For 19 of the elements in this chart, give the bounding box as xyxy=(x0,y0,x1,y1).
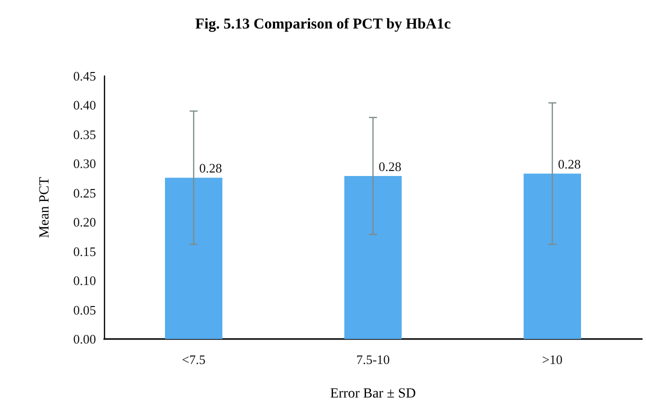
x-tick-label: >10 xyxy=(542,352,563,367)
y-tick-label: 0.30 xyxy=(73,156,96,172)
y-axis-title: Mean PCT xyxy=(38,176,52,238)
y-tick-label: 0.45 xyxy=(73,68,96,84)
y-tick-label: 0.35 xyxy=(73,126,96,142)
y-tick-label: 0.10 xyxy=(73,273,96,288)
y-tick-label: 0.15 xyxy=(73,244,96,259)
x-tick-label: <7.5 xyxy=(182,352,206,367)
x-axis-title: Error Bar ± SD xyxy=(330,386,416,402)
y-tick-label: 0.00 xyxy=(73,332,96,346)
y-tick-label: 0.20 xyxy=(73,214,96,230)
data-label: 0.28 xyxy=(558,156,581,172)
data-label: 0.28 xyxy=(378,158,402,174)
y-tick-label: 0.40 xyxy=(73,98,96,113)
x-tick-label: 7.5-10 xyxy=(356,352,390,367)
y-tick-label: 0.05 xyxy=(73,302,96,318)
data-label: 0.28 xyxy=(199,160,222,176)
y-tick-label: 0.25 xyxy=(73,185,96,200)
chart-title: Fig. 5.13 Comparison of PCT by HbA1c xyxy=(195,16,452,32)
